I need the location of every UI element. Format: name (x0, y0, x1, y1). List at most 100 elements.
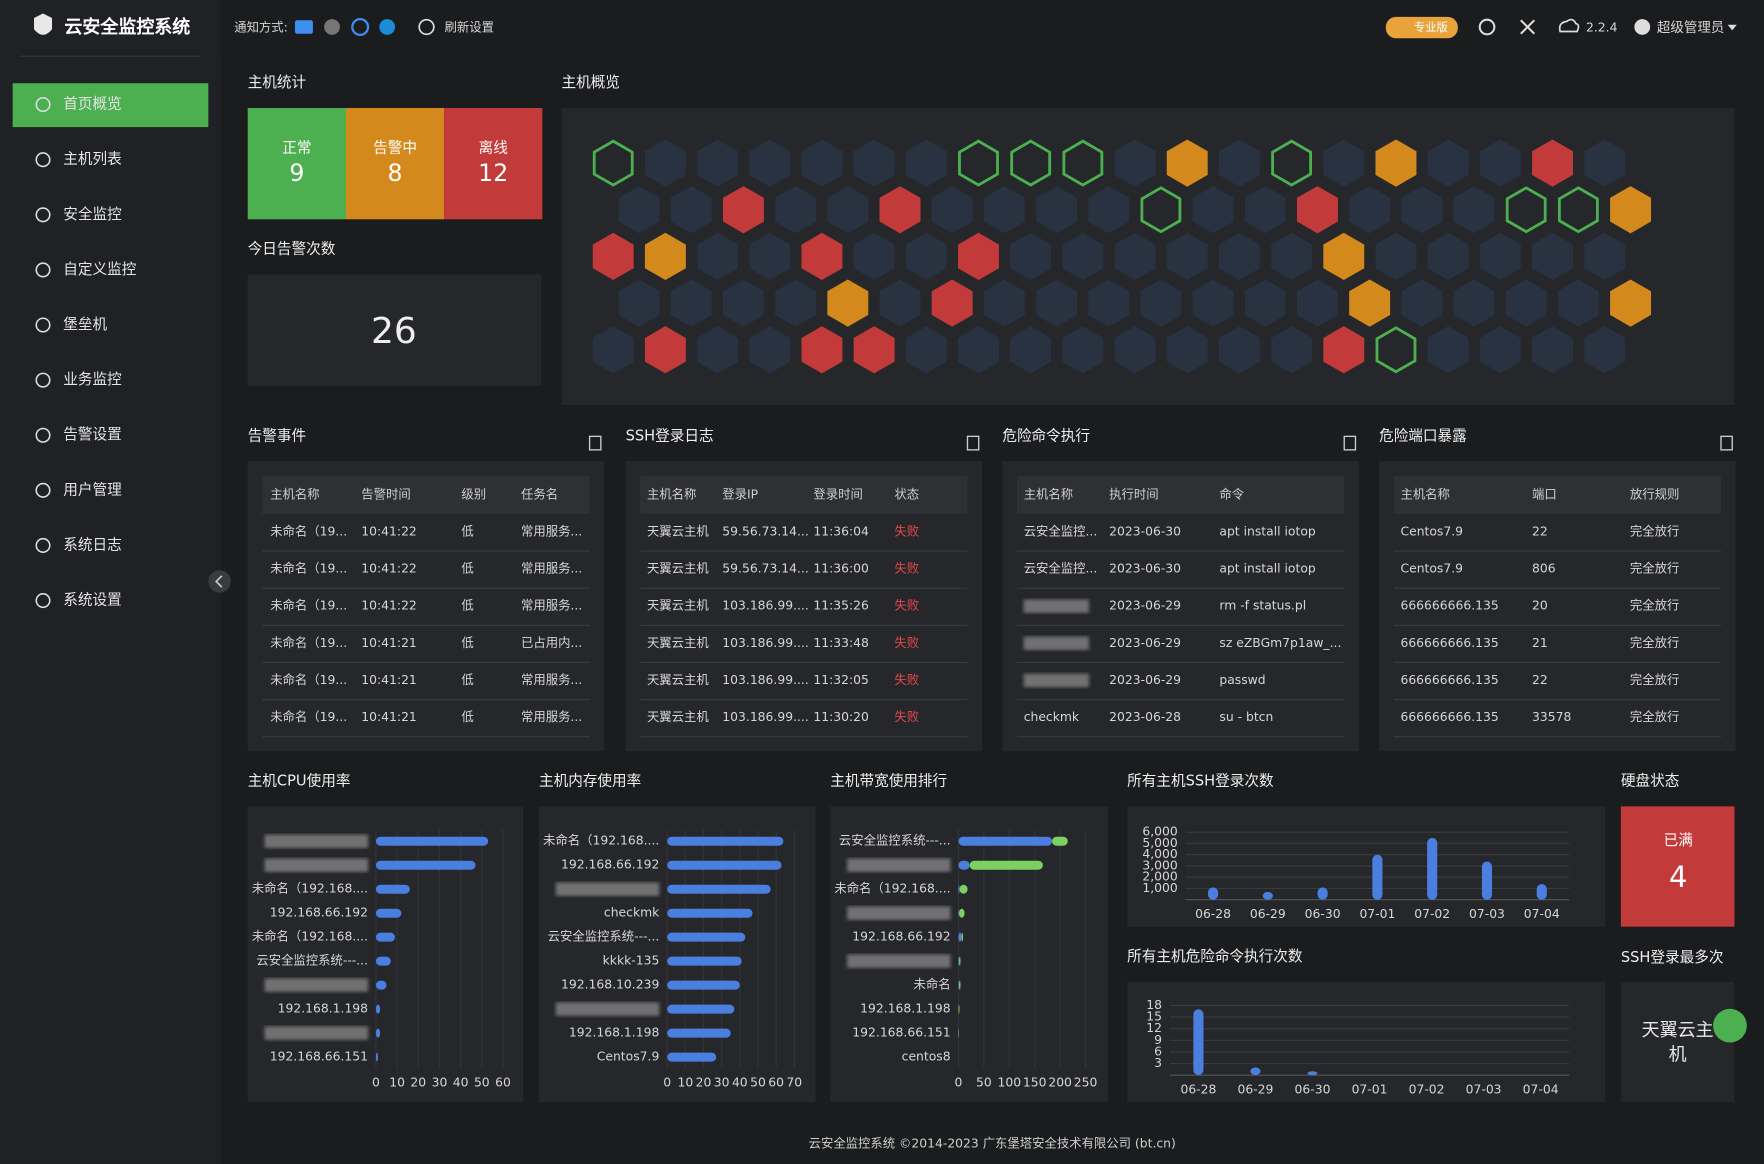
x-tick-label: 06-30 (1305, 907, 1341, 921)
bar (958, 908, 959, 918)
fullscreen-icon[interactable] (1520, 19, 1536, 35)
table-cell: 103.186.99.... (722, 710, 808, 724)
x-tick-label: 06-30 (1295, 1082, 1331, 1096)
x-tick-label: 20 (696, 1076, 712, 1090)
table-cell: 2023-06-30 (1109, 562, 1181, 576)
user-name[interactable]: 超级管理员 (1657, 20, 1724, 36)
host-hex (801, 139, 843, 187)
table-cell: 已占用内... (521, 635, 582, 650)
host-hex (1271, 139, 1313, 187)
bar (375, 1004, 381, 1014)
column-header: 命令 (1219, 486, 1244, 501)
bar (1427, 837, 1438, 900)
host-hex (1584, 232, 1626, 281)
collapse-button[interactable] (208, 570, 231, 593)
y-tick-label: 192.168.66.151 (270, 1050, 368, 1064)
table-header (640, 475, 968, 514)
host-hex (1296, 186, 1338, 234)
chart-title: 所有主机危险命令执行次数 (1127, 947, 1303, 965)
host-hex (1140, 279, 1182, 327)
chart-panel (247, 806, 524, 1103)
table-cell: 未命名（19... (270, 561, 347, 576)
host-hex (1114, 139, 1156, 187)
table-cell: passwd (1219, 673, 1265, 687)
menu-item[interactable]: 主机列表 (63, 151, 122, 168)
table-cell: su - btcn (1219, 710, 1273, 724)
table-cell: 11:33:48 (813, 636, 869, 650)
menu-item[interactable]: 堡垒机 (63, 316, 107, 333)
bar (667, 980, 740, 990)
ssh-top-box: 天翼云主机 (1620, 981, 1735, 1103)
stat-cell (247, 107, 346, 220)
table-cell: 11:32:05 (813, 673, 869, 687)
table-cell: 10:41:21 (361, 636, 417, 650)
table-cell: checkmk (1024, 710, 1080, 724)
blurred-text (264, 834, 369, 848)
column-header: 状态 (894, 487, 919, 501)
notify-icon[interactable] (324, 19, 340, 35)
y-tick-label: 5,000 (1142, 836, 1178, 850)
table-cell: 11:30:20 (813, 710, 869, 724)
bar (667, 884, 771, 894)
host-hex (618, 279, 660, 327)
notify-icon[interactable] (351, 17, 370, 36)
x-tick-label: 250 (1074, 1076, 1098, 1090)
x-tick-label: 0 (955, 1076, 963, 1090)
stat-cell (444, 107, 543, 220)
host-hex (1062, 326, 1104, 374)
host-hex (879, 279, 921, 327)
column-header: 主机名称 (1024, 486, 1073, 501)
menu-item[interactable]: 系统日志 (63, 536, 121, 553)
bar (667, 836, 784, 846)
menu-item[interactable]: 首页概览 (63, 96, 121, 113)
x-tick-label: 30 (714, 1076, 730, 1090)
notify-icon[interactable] (379, 19, 396, 35)
table-cell: 103.186.99.... (722, 636, 808, 650)
table-icon (588, 435, 602, 451)
host-hex (1244, 279, 1286, 327)
table-cell: 天翼云主机 (647, 710, 709, 724)
menu-icon (35, 593, 51, 609)
refresh-settings[interactable]: 刷新设置 (445, 20, 494, 35)
host-hex (879, 186, 921, 234)
host-hex (853, 326, 895, 374)
host-hex (1505, 279, 1547, 327)
chart-panel (1127, 981, 1606, 1103)
host-hex (1427, 139, 1469, 187)
user-icon[interactable] (1634, 19, 1651, 35)
menu-item[interactable]: 用户管理 (63, 481, 122, 498)
bar (667, 956, 742, 966)
app-title: 云安全监控系统 (64, 16, 190, 38)
host-hex (644, 326, 686, 374)
version: 2.2.4 (1586, 21, 1618, 35)
menu-icon (35, 262, 51, 278)
host-hex (1427, 232, 1469, 281)
bar (1193, 1009, 1204, 1076)
menu-item[interactable]: 业务监控 (63, 371, 122, 388)
table-cell: apt install iotop (1219, 524, 1316, 538)
menu-item[interactable]: 安全监控 (63, 205, 122, 223)
y-tick-label: 未命名（192.168.... (834, 881, 950, 896)
bar (969, 860, 1043, 870)
support-button[interactable] (1713, 1008, 1747, 1043)
menu-item[interactable]: 系统设置 (63, 592, 121, 609)
table-cell: 11:36:04 (813, 524, 869, 538)
cloud-icon[interactable] (1558, 18, 1580, 33)
reload-icon[interactable] (1478, 18, 1496, 36)
host-hex (1375, 232, 1417, 281)
caret[interactable] (1727, 24, 1737, 31)
host-hex (1218, 326, 1260, 374)
table-cell: 天翼云主机 (647, 636, 709, 650)
host-hex (931, 186, 973, 234)
menu-item[interactable]: 告警设置 (63, 426, 121, 443)
mail-icon[interactable] (294, 20, 313, 34)
menu-item[interactable]: 自定义监控 (63, 261, 136, 278)
section-title: 今日告警次数 (248, 241, 336, 258)
edition-badge[interactable] (1385, 16, 1458, 39)
table-cell: 失败 (894, 635, 919, 650)
table-cell: 10:41:22 (361, 599, 417, 613)
disk-panel (1620, 806, 1735, 927)
y-tick-label: 1,000 (1142, 881, 1178, 895)
bar (958, 956, 961, 966)
refresh-icon[interactable] (418, 18, 435, 36)
